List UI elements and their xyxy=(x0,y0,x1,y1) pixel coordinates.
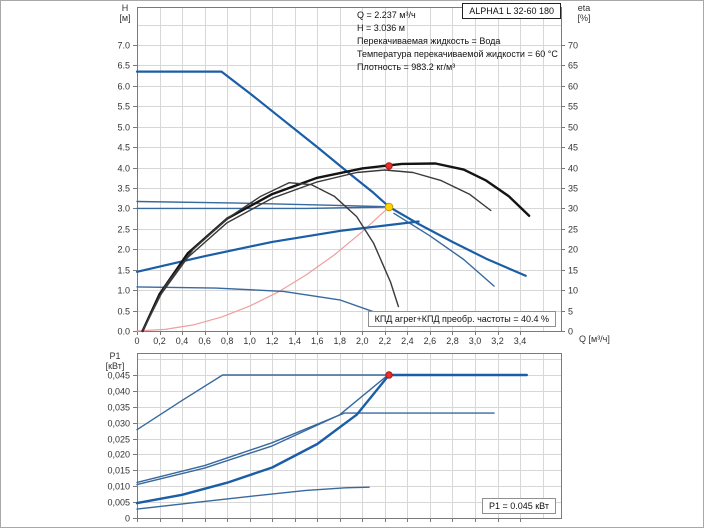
y-left-tick-label: 0,020 xyxy=(107,450,130,460)
y-right-tick-label: 20 xyxy=(568,245,578,255)
x-tick-label: 1,2 xyxy=(266,336,279,346)
curve-power-line-a xyxy=(136,412,495,484)
y-right-tick-label: 60 xyxy=(568,82,578,92)
x-tick-label: 1,4 xyxy=(288,336,301,346)
y-left-tick-label: 3.0 xyxy=(117,204,130,214)
curve-system-curve xyxy=(136,206,390,332)
efficiency-axis-unit: [%] xyxy=(577,13,591,23)
y-right-tick-label: 70 xyxy=(568,41,578,51)
y-left-tick-label: 5.5 xyxy=(117,102,130,112)
curve-duty-power-curve xyxy=(135,373,391,505)
y-left-tick-label: 4.0 xyxy=(117,164,130,174)
y-left-tick-label: 5.0 xyxy=(117,123,130,133)
y-left-tick-label: 0,035 xyxy=(107,403,130,413)
head-axis-label: H [м] xyxy=(112,3,138,23)
curve-control-curve-upper xyxy=(136,200,390,208)
power-annotation-box: P1 = 0.045 кВт xyxy=(481,498,556,514)
power-axis-unit: [кВт] xyxy=(105,361,125,371)
y-left-tick-label: 0,045 xyxy=(107,371,130,381)
y-left-tick-label: 6.5 xyxy=(117,61,130,71)
flow-axis-label: Q [м³/ч] xyxy=(579,334,610,344)
y-left-tick-label: 0,040 xyxy=(107,387,130,397)
x-tick-label: 2,0 xyxy=(356,336,369,346)
duty-info-block: Q = 2.237 м³/ч H = 3.036 м Перекачиваема… xyxy=(357,9,558,74)
y-left-tick-label: 2.0 xyxy=(117,245,130,255)
y-left-tick-label: 1.5 xyxy=(117,266,130,276)
efficiency-axis-label: eta [%] xyxy=(570,3,598,23)
y-right-tick-label: 65 xyxy=(568,61,578,71)
x-tick-label: 3,4 xyxy=(514,336,527,346)
y-right-tick-label: 15 xyxy=(568,266,578,276)
power-axis-symbol: P1 xyxy=(109,351,121,361)
y-left-tick-label: 0.0 xyxy=(117,327,130,337)
y-left-tick-label: 0,030 xyxy=(107,419,130,429)
y-left-tick-label: 1.0 xyxy=(117,286,130,296)
y-left-tick-label: 6.0 xyxy=(117,82,130,92)
x-tick-label: 0 xyxy=(134,336,139,346)
curve-max-speed-curve xyxy=(135,70,527,277)
duty-info-head: H = 3.036 м xyxy=(357,23,405,33)
power-axis-label: P1 [кВт] xyxy=(97,351,133,371)
x-tick-label: 2,4 xyxy=(401,336,414,346)
x-tick-label: 0,6 xyxy=(198,336,211,346)
curve-efficiency-max xyxy=(141,162,531,333)
x-tick-label: 0,4 xyxy=(176,336,189,346)
x-tick-label: 1,6 xyxy=(311,336,324,346)
y-right-tick-label: 45 xyxy=(568,143,578,153)
curve-max-power-curve xyxy=(136,374,390,431)
x-tick-label: 2,2 xyxy=(379,336,392,346)
x-tick-label: 2,8 xyxy=(446,336,459,346)
curve-efficiency-2 xyxy=(141,169,492,332)
y-left-tick-label: 0 xyxy=(125,514,130,524)
y-right-tick-label: 35 xyxy=(568,184,578,194)
curve-min-power-curve xyxy=(136,486,370,510)
duty-info-flow: Q = 2.237 м³/ч xyxy=(357,10,416,20)
efficiency-duty-point[interactable] xyxy=(385,162,393,170)
y-left-tick-label: 0,005 xyxy=(107,498,130,508)
x-tick-label: 1,8 xyxy=(334,336,347,346)
y-left-tick-label: 0,015 xyxy=(107,466,130,476)
x-tick-label: 1,0 xyxy=(243,336,256,346)
head-axis-unit: [м] xyxy=(119,13,131,23)
y-left-tick-label: 2.5 xyxy=(117,225,130,235)
duty-point[interactable] xyxy=(384,202,394,212)
efficiency-annotation-box: КПД агрег+КПД преобр. частоты = 40.4 % xyxy=(367,311,556,327)
y-right-tick-label: 50 xyxy=(568,123,578,133)
x-tick-label: 3,2 xyxy=(491,336,504,346)
duty-info-density: Плотность = 983.2 кг/м³ xyxy=(357,62,456,72)
curve-min-speed-curve xyxy=(136,286,375,313)
head-axis-symbol: H xyxy=(121,3,129,13)
curve-speed2-curve xyxy=(393,212,495,287)
y-left-tick-label: 3.5 xyxy=(117,184,130,194)
y-right-tick-label: 25 xyxy=(568,225,578,235)
y-left-tick-label: 0,025 xyxy=(107,435,130,445)
y-right-tick-label: 30 xyxy=(568,204,578,214)
duty-info-liquid: Перекачиваемая жидкость = Вода xyxy=(357,36,501,46)
y-right-tick-label: 0 xyxy=(568,327,573,337)
curve-efficiency-3 xyxy=(141,181,400,332)
y-right-tick-label: 5 xyxy=(568,307,573,317)
x-tick-label: 0,2 xyxy=(153,336,166,346)
x-tick-label: 0,8 xyxy=(221,336,234,346)
power-duty-point[interactable] xyxy=(385,371,393,379)
y-left-tick-label: 0,010 xyxy=(107,482,130,492)
duty-info-temperature: Температура перекачиваемой жидкости = 60… xyxy=(357,49,558,59)
y-right-tick-label: 40 xyxy=(568,164,578,174)
efficiency-axis-symbol: eta xyxy=(577,3,591,13)
x-tick-label: 2,6 xyxy=(424,336,437,346)
y-left-tick-label: 0.5 xyxy=(117,307,130,317)
x-tick-label: 3,0 xyxy=(469,336,482,346)
y-right-tick-label: 10 xyxy=(568,286,578,296)
y-right-tick-label: 55 xyxy=(568,102,578,112)
curve-control-curve-flat xyxy=(136,206,390,210)
curve-power-line-b xyxy=(136,375,387,486)
y-left-tick-label: 4.5 xyxy=(117,143,130,153)
y-left-tick-label: 7.0 xyxy=(117,41,130,51)
pump-title-box: ALPHA1 L 32-60 180 xyxy=(462,3,561,19)
